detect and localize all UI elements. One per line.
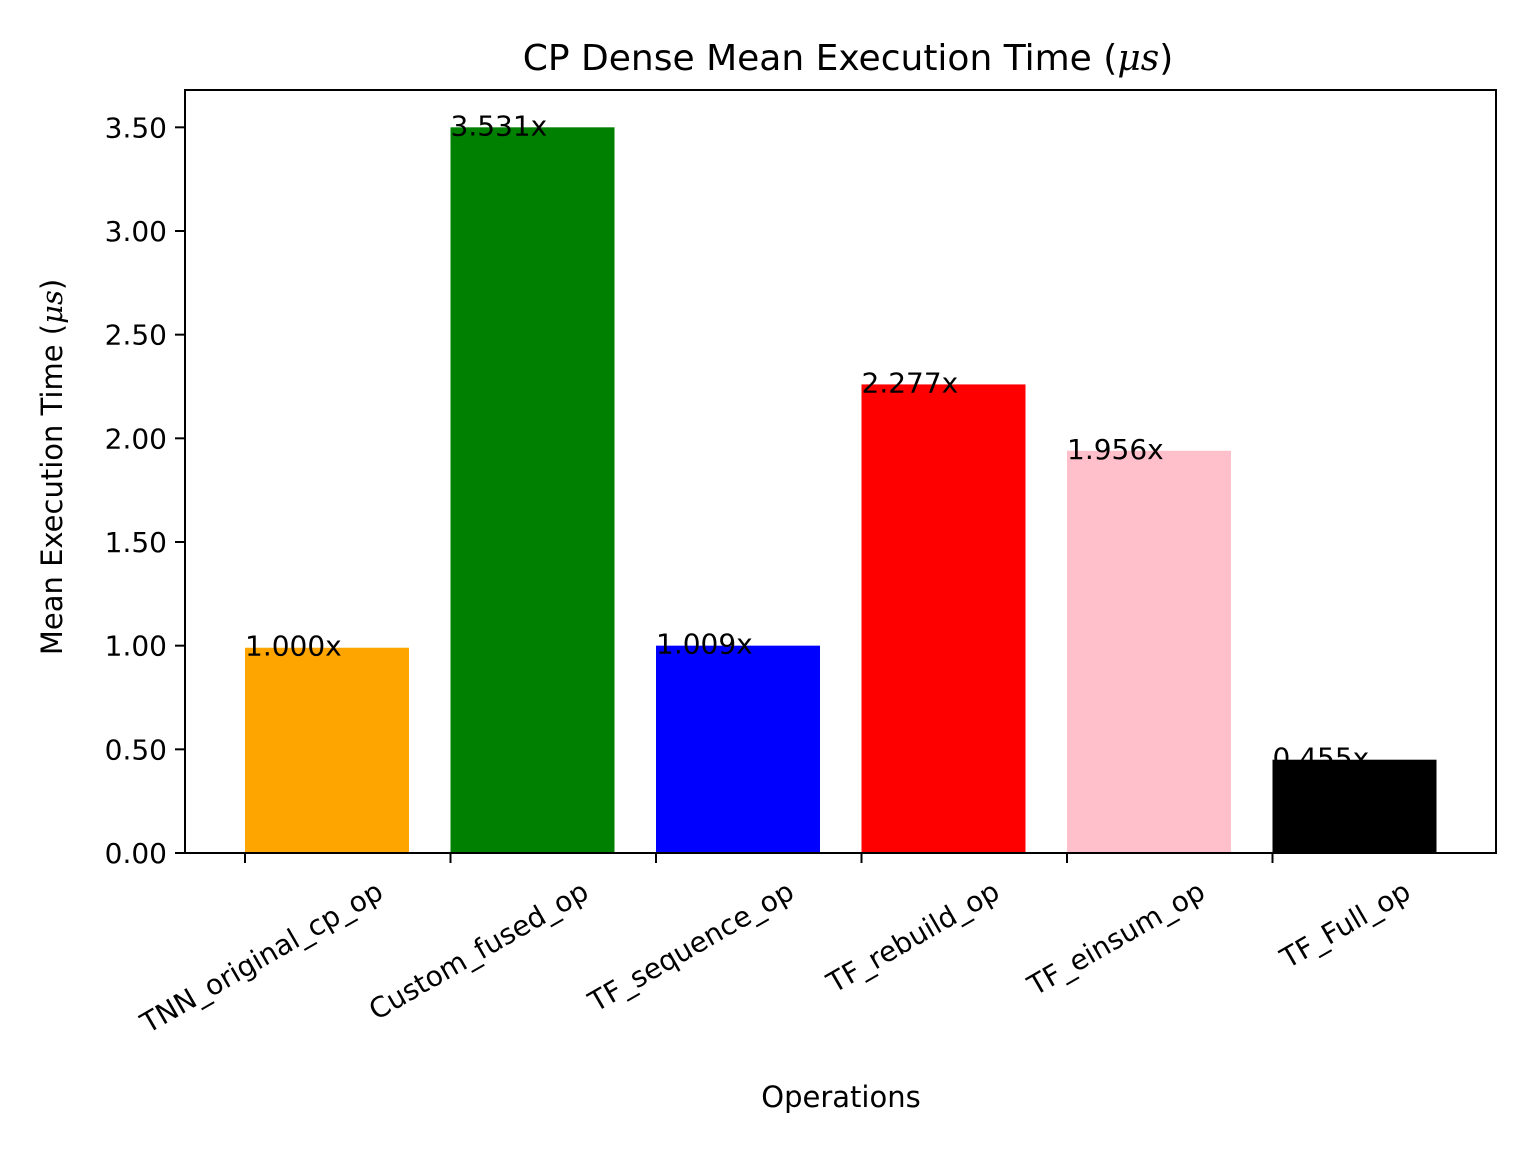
- y-axis: 0.00 0.50 1.00 1.50 2.00 2.50 3.00 3.50: [105, 111, 185, 870]
- x-tick-label-Custom_fused_op: Custom_fused_op: [363, 874, 594, 1026]
- bars-group: [245, 127, 1437, 853]
- y-tick-label: 1.00: [105, 630, 167, 663]
- bar-TF_sequence_op: [656, 645, 820, 853]
- y-tick-label: 1.50: [105, 526, 167, 559]
- data-label-TF_Full_op: 0.455x: [1273, 742, 1370, 775]
- data-label-TF_sequence_op: 1.009x: [656, 628, 753, 661]
- x-tick-label-TF_einsum_op: TF_einsum_op: [1021, 874, 1210, 1002]
- y-tick-label: 0.50: [105, 733, 167, 766]
- bar-TF_Full_op: [1272, 759, 1437, 853]
- bar-TNN_original_cp_op: [245, 647, 409, 853]
- y-axis-label-close: ): [35, 279, 69, 290]
- y-tick-label: 2.00: [105, 422, 167, 455]
- y-tick-label: 3.50: [105, 111, 167, 144]
- chart-title-unit: μs: [1117, 38, 1159, 79]
- bar-TF_einsum_op: [1067, 450, 1231, 853]
- y-tick-label: 0.00: [105, 837, 167, 870]
- y-axis-label-unit: μs: [35, 290, 69, 324]
- y-axis-label: Mean Execution Time (μs): [35, 279, 69, 655]
- bar-Custom_fused_op: [450, 127, 615, 853]
- x-axis: TNN_original_cp_opCustom_fused_opTF_sequ…: [134, 853, 1416, 1040]
- chart-title-main: CP Dense Mean Execution Time (: [523, 38, 1118, 79]
- chart-title: CP Dense Mean Execution Time (μs): [523, 38, 1173, 79]
- x-tick-label-TNN_original_cp_op: TNN_original_cp_op: [134, 874, 388, 1040]
- x-axis-label: Operations: [761, 1080, 920, 1114]
- x-tick-label-TF_Full_op: TF_Full_op: [1274, 874, 1416, 975]
- data-label-TF_rebuild_op: 2.277x: [862, 366, 959, 399]
- plot-frame: [184, 89, 1497, 854]
- y-tick-label: 3.00: [105, 215, 167, 248]
- x-tick-label-TF_rebuild_op: TF_rebuild_op: [820, 874, 1005, 1000]
- data-label-TNN_original_cp_op: 1.000x: [245, 630, 342, 663]
- x-tick-label-TF_sequence_op: TF_sequence_op: [582, 874, 799, 1019]
- data-label-Custom_fused_op: 3.531x: [451, 109, 548, 142]
- chart-title-close: ): [1159, 38, 1173, 79]
- y-tick-label: 2.50: [105, 319, 167, 352]
- y-axis-label-main: Mean Execution Time (: [35, 324, 69, 655]
- data-label-TF_einsum_op: 1.956x: [1067, 433, 1164, 466]
- data-labels-group: 1.000x 3.531x 1.009x 2.277x 1.956x 0.455x: [245, 109, 1369, 774]
- bar-TF_rebuild_op: [861, 384, 1026, 853]
